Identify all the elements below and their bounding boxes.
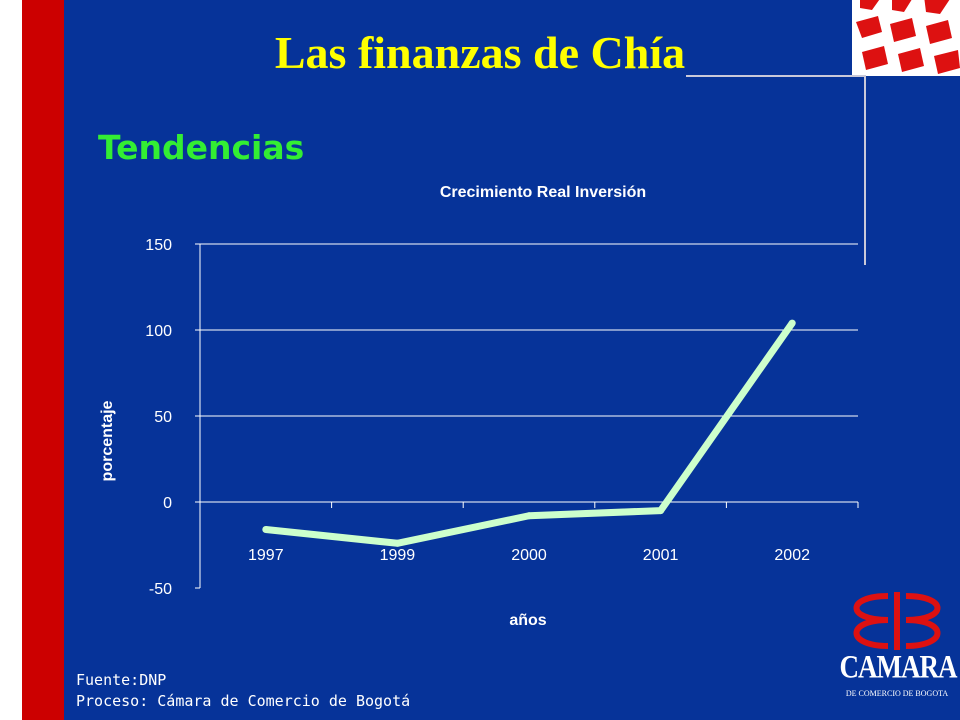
x-tick-label: 1999 xyxy=(380,547,416,564)
process-value: Cámara de Comercio de Bogotá xyxy=(157,692,411,710)
top-right-logo-icon xyxy=(852,0,960,76)
left-red-strip xyxy=(22,0,64,720)
source-label: Fuente: xyxy=(76,671,140,689)
data-point xyxy=(393,539,401,547)
x-tick-label: 2002 xyxy=(774,547,810,564)
data-point xyxy=(788,319,796,327)
x-tick-label: 2000 xyxy=(511,547,547,564)
y-axis-label: porcentaje xyxy=(99,400,116,481)
source-value: DNP xyxy=(139,671,167,689)
process-label: Proceso: xyxy=(76,692,149,710)
x-tick-label: 1997 xyxy=(248,547,284,564)
page-subtitle: Tendencias xyxy=(98,128,305,167)
y-tick-label: 150 xyxy=(145,237,172,254)
camara-logo-icon xyxy=(853,592,941,650)
series-line xyxy=(265,321,796,547)
y-tick-label: 50 xyxy=(154,409,172,426)
camara-logo-text: CAMARA xyxy=(839,648,958,685)
data-point xyxy=(657,507,665,515)
y-tick-label: 0 xyxy=(163,495,172,512)
y-tick-label: -50 xyxy=(149,581,172,598)
data-point xyxy=(262,526,270,534)
page-title: Las finanzas de Chía xyxy=(274,27,686,78)
x-tick-label: 2001 xyxy=(643,547,679,564)
source-note: Fuente:DNP Proceso: Cámara de Comercio d… xyxy=(76,670,410,712)
chart-title: Crecimiento Real Inversión xyxy=(440,184,646,201)
camara-logo-subtitle: DE COMERCIO DE BOGOTA xyxy=(845,689,949,698)
left-white-strip xyxy=(0,0,22,720)
decorative-line-vertical xyxy=(864,75,866,265)
decorative-line-horizontal xyxy=(686,75,866,77)
x-axis-label: años xyxy=(509,612,546,629)
y-tick-label: 100 xyxy=(145,323,172,340)
data-point xyxy=(525,512,533,520)
